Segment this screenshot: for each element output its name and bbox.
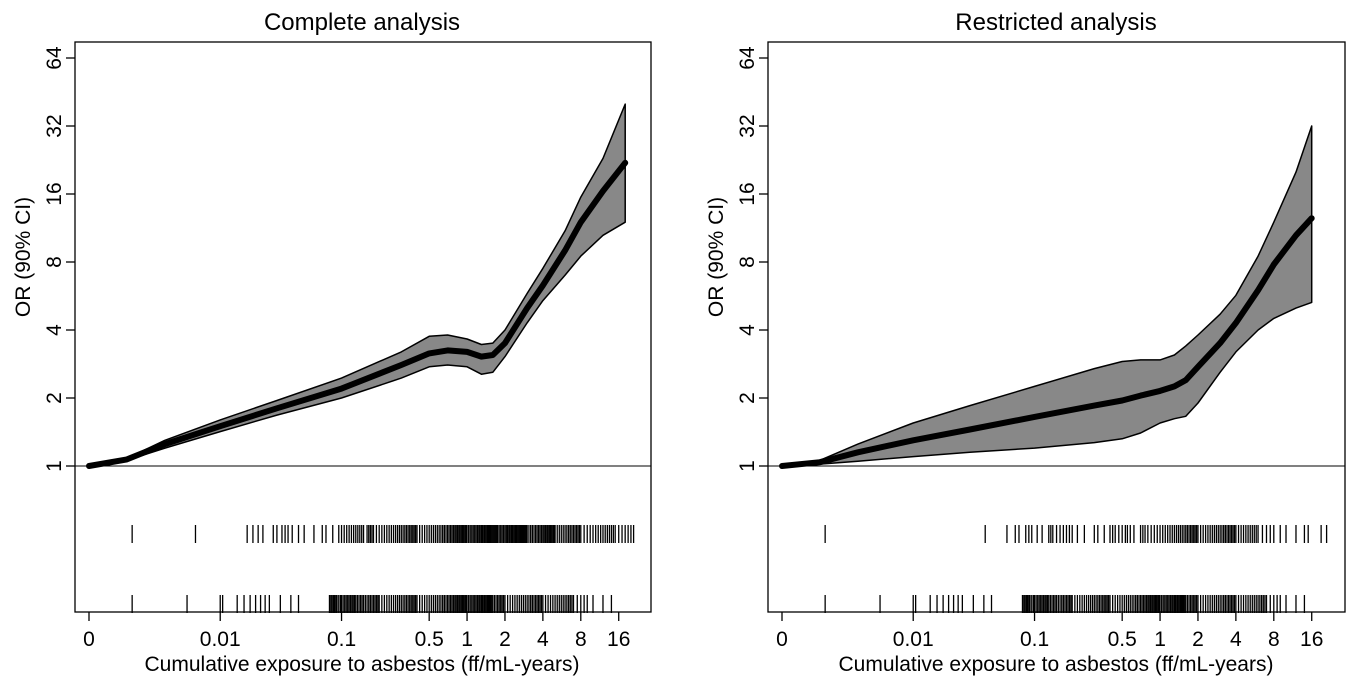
x-tick-label: 2 — [499, 628, 511, 651]
x-tick-label: 16 — [607, 628, 630, 651]
y-tick-label: 8 — [43, 256, 66, 268]
x-tick-label: 0.5 — [1108, 628, 1137, 651]
y-tick-label: 4 — [736, 324, 759, 336]
panel-complete-analysis: Complete analysis 0 0.01 0.1 0.5 1 2 4 8 16 1 2 4 8 16… — [12, 9, 652, 676]
y-axis-label: OR (90% CI) — [705, 197, 728, 317]
y-tick-label: 64 — [43, 46, 66, 70]
x-tick-label: 2 — [1192, 628, 1204, 651]
y-tick-label: 2 — [43, 392, 66, 404]
x-tick-label: 16 — [1300, 628, 1323, 651]
panel-restricted-analysis: Restricted analysis 0 0.01 0.1 0.5 1 2 4 8 16 1 2 4 8… — [705, 9, 1346, 676]
y-tick-label: 16 — [736, 182, 759, 205]
x-tick-label: 0.1 — [1020, 628, 1049, 651]
x-tick-label: 4 — [1230, 628, 1242, 651]
x-tick-label: 4 — [537, 628, 549, 651]
x-tick-label: 0.5 — [415, 628, 444, 651]
x-tick-label: 0.1 — [327, 628, 356, 651]
chart-title: Complete analysis — [264, 9, 460, 36]
x-tick-label: 0 — [776, 628, 788, 651]
chart-title: Restricted analysis — [955, 9, 1156, 36]
y-tick-label: 1 — [736, 460, 759, 472]
x-axis-label: Cumulative exposure to asbestos (ff/mL-y… — [839, 653, 1274, 676]
y-tick-label: 32 — [43, 114, 66, 137]
x-tick-label: 0 — [83, 628, 95, 651]
x-tick-label: 1 — [1154, 628, 1166, 651]
x-tick-label: 0.01 — [893, 628, 934, 651]
y-tick-label: 2 — [736, 392, 759, 404]
y-tick-label: 1 — [43, 460, 66, 472]
or-curve — [86, 159, 629, 469]
x-axis-label: Cumulative exposure to asbestos (ff/mL-y… — [145, 653, 580, 676]
y-axis-label: OR (90% CI) — [12, 197, 35, 317]
x-tick-label: 1 — [461, 628, 473, 651]
x-tick-label: 8 — [1268, 628, 1280, 651]
y-tick-label: 64 — [736, 46, 759, 70]
x-tick-label: 0.01 — [200, 628, 241, 651]
y-tick-label: 32 — [736, 114, 759, 137]
y-tick-label: 4 — [43, 324, 66, 336]
y-tick-label: 16 — [43, 182, 66, 205]
or-curve — [779, 215, 1315, 469]
x-tick-label: 8 — [575, 628, 587, 651]
y-tick-label: 8 — [736, 256, 759, 268]
